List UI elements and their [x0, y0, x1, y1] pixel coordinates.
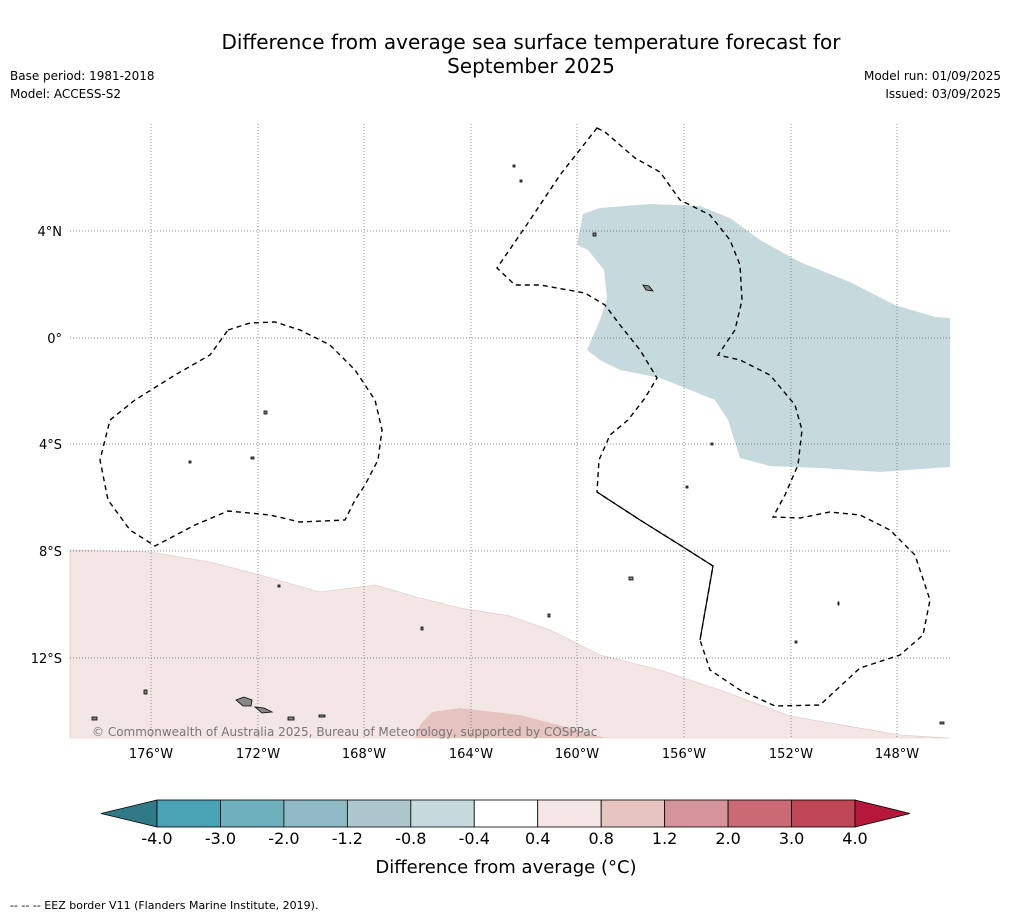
- colorbar-segment: [283, 799, 348, 828]
- island-dot: [685, 485, 689, 489]
- colorbar-segment: [410, 799, 475, 828]
- eez-borders: [99, 127, 931, 707]
- base-period-text: Base period: 1981-2018: [10, 69, 155, 83]
- map-panel: © Commonwealth of Australia 2025, Bureau…: [69, 124, 951, 739]
- island-dot: [318, 714, 326, 718]
- colorbar-segment: [473, 799, 539, 828]
- model-info: Base period: 1981-2018 Model: ACCESS-S2: [10, 67, 155, 103]
- colorbar-tick-label: -1.2: [332, 829, 363, 848]
- island-dot: [287, 716, 295, 721]
- island-dot: [143, 689, 148, 695]
- lat-label-12s: 12°S: [31, 652, 62, 667]
- lat-label-8s: 8°S: [39, 545, 62, 560]
- eez-footnote: -- -- -- EEZ border V11 (Flanders Marine…: [10, 899, 319, 912]
- colorbar-extend-high: [854, 799, 911, 828]
- island-dot: [794, 640, 798, 644]
- island-samoa-small: [253, 706, 274, 714]
- colorbar-tick-label: -0.8: [395, 829, 426, 848]
- island-dot: [188, 460, 192, 464]
- colorbar-segment: [220, 799, 285, 828]
- lat-label-equator: 0°: [47, 332, 62, 347]
- island-dot: [710, 442, 714, 446]
- colorbar: -4.0 -3.0 -2.0 -1.2 -0.8 -0.4 0.4 0.8 1.2 2.0 3.0 4…: [100, 799, 911, 848]
- colorbar-segment: [727, 799, 792, 828]
- run-info: Model run: 01/09/2025 Issued: 03/09/2025: [864, 67, 1001, 103]
- colorbar-tick-label: -0.4: [459, 829, 490, 848]
- island-dot: [592, 232, 597, 237]
- lon-label-156w: 156°W: [662, 747, 706, 762]
- colorbar-segment: [537, 799, 602, 828]
- colorbar-tick-label: 4.0: [842, 829, 867, 848]
- island-dot: [939, 721, 945, 725]
- island-dot: [519, 179, 523, 183]
- model-run-text: Model run: 01/09/2025: [863, 69, 1001, 83]
- island-samoa-large: [235, 696, 253, 707]
- colorbar-tick-label: 3.0: [779, 829, 804, 848]
- islands: [91, 164, 945, 725]
- island-dot: [250, 456, 255, 460]
- lon-label-160w: 160°W: [555, 747, 599, 762]
- island-dot: [277, 584, 281, 588]
- island-dot: [628, 576, 634, 581]
- eez-central-boundary: [496, 127, 931, 707]
- issued-text: Issued: 03/09/2025: [885, 87, 1001, 101]
- colorbar-extend-low: [100, 799, 158, 828]
- island-dot: [512, 164, 516, 168]
- island-dot: [420, 626, 424, 631]
- title-line-2: September 2025: [447, 54, 615, 78]
- model-name-text: Model: ACCESS-S2: [10, 87, 122, 101]
- colorbar-tick-label: -2.0: [268, 829, 299, 848]
- colorbar-tick-label: -4.0: [141, 829, 172, 848]
- colorbar-tick-label: -3.0: [205, 829, 236, 848]
- lon-label-152w: 152°W: [769, 747, 813, 762]
- lon-label-176w: 176°W: [129, 747, 173, 762]
- eez-solid-border: [596, 491, 714, 641]
- map-title: Difference from average sea surface temp…: [150, 30, 912, 78]
- lon-label-172w: 172°W: [236, 747, 280, 762]
- colorbar-segment: [600, 799, 666, 828]
- gridlines: [70, 124, 950, 738]
- eez-western-loop: [99, 321, 383, 547]
- copyright-text: © Commonwealth of Australia 2025, Bureau…: [92, 725, 597, 739]
- lon-label-148w: 148°W: [875, 747, 919, 762]
- colorbar-label: Difference from average (°C): [375, 857, 636, 878]
- lat-labels: 4°N 0° 4°S 8°S 12°S: [31, 225, 62, 667]
- colorbar-segment: [791, 799, 856, 828]
- colorbar-segment: [156, 799, 221, 828]
- title-line-1: Difference from average sea surface temp…: [221, 30, 841, 54]
- lat-label-4n: 4°N: [38, 225, 63, 240]
- colorbar-tick-label: 0.4: [525, 829, 550, 848]
- colorbar-tick-label: 2.0: [715, 829, 740, 848]
- island-dot: [263, 410, 268, 415]
- lon-label-168w: 168°W: [342, 747, 386, 762]
- warm-anomaly-region: [69, 549, 951, 739]
- warm-anomaly-strong-region: [415, 708, 605, 738]
- colorbar-tick-label: 0.8: [588, 829, 613, 848]
- lon-labels: 176°W 172°W 168°W 164°W 160°W 156°W 152°…: [129, 747, 919, 762]
- colorbar-segment: [346, 799, 412, 828]
- colorbar-tick-label: 1.2: [652, 829, 677, 848]
- lat-label-4s: 4°S: [39, 438, 62, 453]
- colorbar-segment: [664, 799, 729, 828]
- island-dot: [837, 601, 840, 606]
- island-dot: [91, 716, 98, 721]
- island-dot: [547, 613, 551, 618]
- island-christmas: [642, 284, 654, 292]
- lon-label-164w: 164°W: [449, 747, 493, 762]
